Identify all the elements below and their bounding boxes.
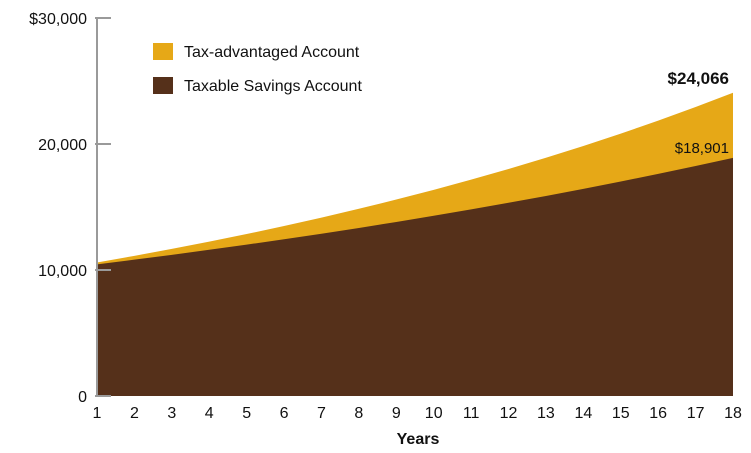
- x-tick-label: 8: [354, 405, 363, 422]
- x-tick-label: 5: [242, 405, 251, 422]
- chart-areas: [97, 92, 733, 397]
- x-tick-label: 4: [205, 405, 214, 422]
- annotation-taxable: $18,901: [675, 140, 729, 157]
- x-tick-label: 3: [167, 405, 176, 422]
- y-tick-label: 10,000: [38, 263, 87, 280]
- x-axis-title: Years: [397, 431, 440, 448]
- y-tick-label: $30,000: [29, 11, 87, 28]
- x-tick-label: 7: [317, 405, 326, 422]
- x-tick-label: 2: [130, 405, 139, 422]
- legend-swatch: [153, 43, 173, 60]
- area-series-2: [97, 157, 733, 396]
- legend-label: Taxable Savings Account: [184, 78, 362, 95]
- legend-label: Tax-advantaged Account: [184, 44, 360, 61]
- x-tick-label: 16: [649, 405, 667, 422]
- x-tick-label: 13: [537, 405, 555, 422]
- annotation-tax-advantaged: $24,066: [668, 69, 729, 88]
- x-tick-label: 6: [280, 405, 289, 422]
- x-tick-label: 1: [93, 405, 102, 422]
- x-tick-label: 17: [687, 405, 705, 422]
- x-tick-label: 10: [425, 405, 443, 422]
- chart-annotations: $24,066 $18,901: [668, 69, 729, 157]
- chart-legend: Tax-advantaged Account Taxable Savings Ac…: [153, 43, 362, 95]
- x-tick-label: 11: [463, 405, 480, 422]
- x-tick-label: 15: [612, 405, 630, 422]
- y-tick-label: 0: [78, 389, 87, 406]
- x-tick-label: 12: [500, 405, 518, 422]
- x-tick-label: 14: [574, 405, 592, 422]
- legend-swatch: [153, 77, 173, 94]
- x-tick-label: 9: [392, 405, 401, 422]
- y-tick-label: 20,000: [38, 137, 87, 154]
- x-tick-label: 18: [724, 405, 742, 422]
